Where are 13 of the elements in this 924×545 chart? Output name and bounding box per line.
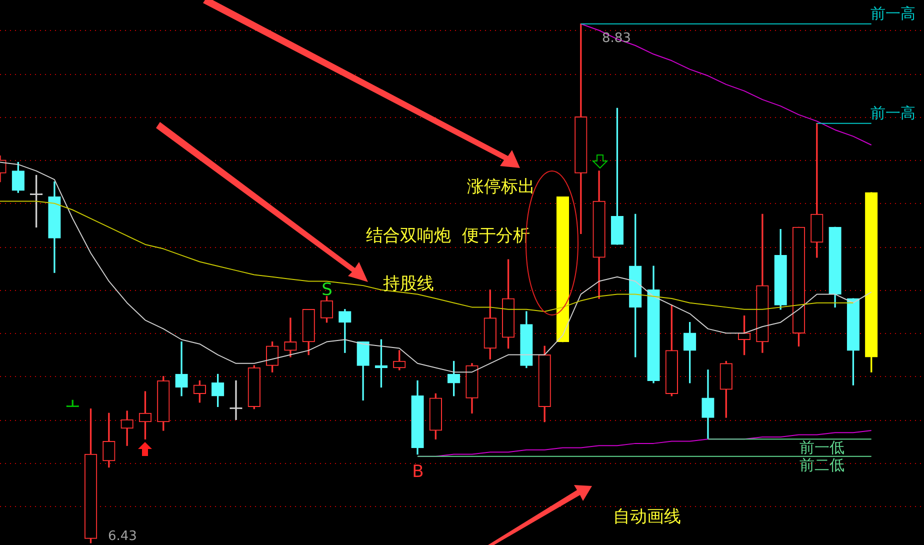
candlestick	[175, 341, 188, 396]
series-label: 前一高	[870, 104, 916, 122]
series-label: 前一低	[799, 438, 844, 457]
series-label: 前二低	[799, 456, 844, 474]
annotation: S	[322, 280, 332, 300]
annotation: 自动画线	[613, 507, 681, 527]
series-label: 前一高	[870, 4, 916, 22]
annotation: 持股线	[383, 274, 434, 294]
candlestick	[120, 410, 134, 446]
annotation: B	[412, 462, 424, 482]
annotation: 涨停标出	[467, 177, 535, 197]
candlestick	[284, 318, 297, 358]
annotation: 6.43	[108, 529, 137, 544]
